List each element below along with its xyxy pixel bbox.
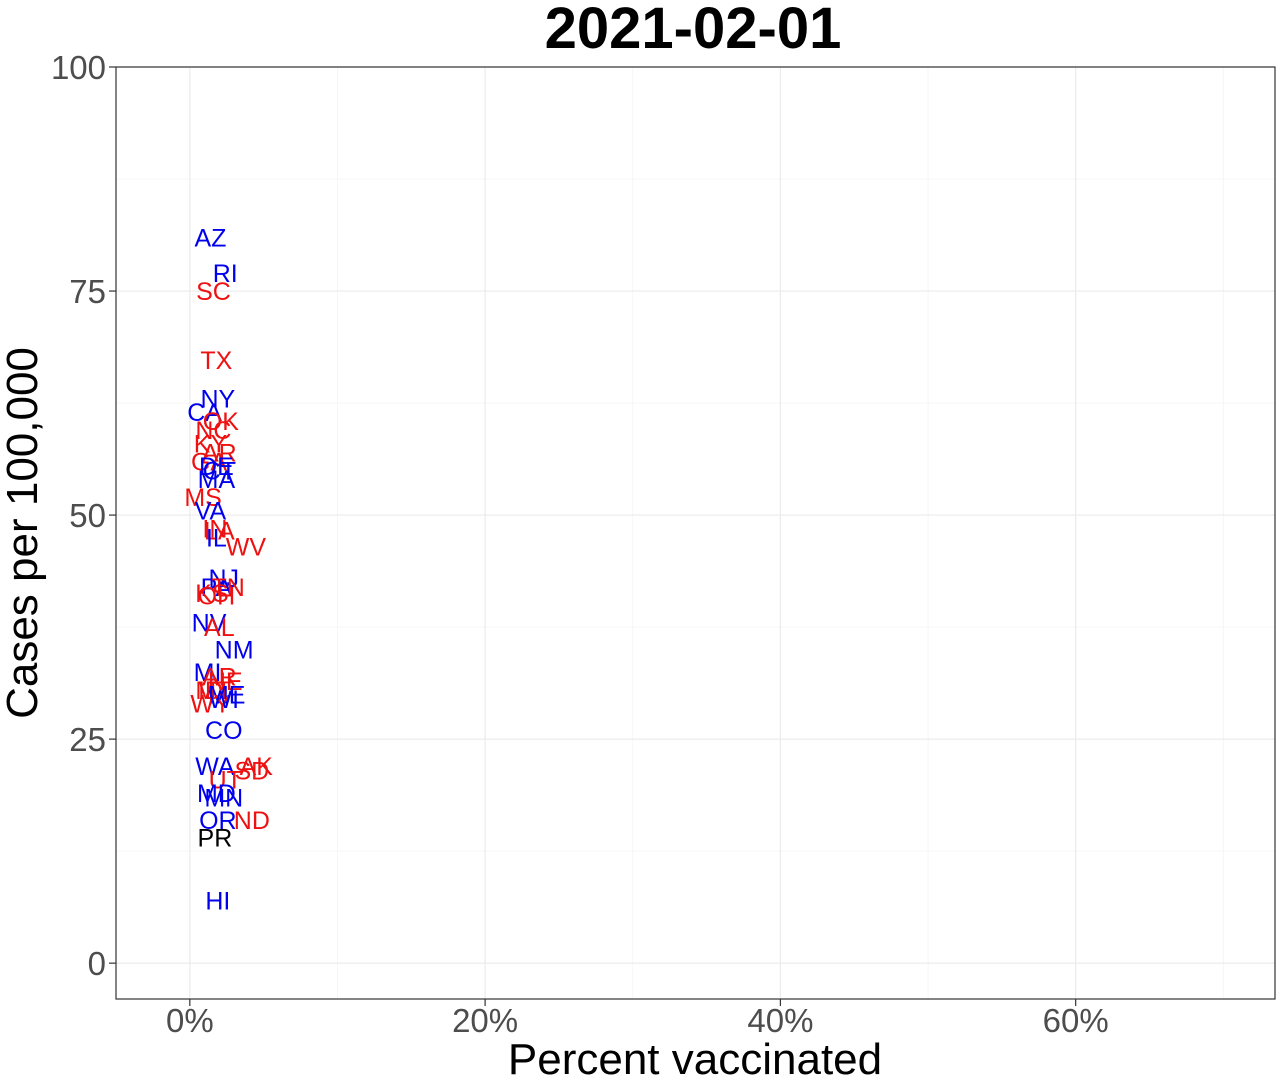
point-label-va: VA (195, 498, 227, 526)
point-label-ar: AR (202, 439, 237, 467)
point-label-oh: OH (198, 583, 236, 611)
point-label-hi: HI (205, 887, 230, 915)
y-tick-label: 100 (51, 49, 106, 86)
grid-lines (116, 66, 1275, 999)
x-tick-label: 0% (166, 1002, 214, 1039)
point-label-nd: ND (234, 807, 270, 835)
point-label-nv: NV (192, 610, 227, 638)
point-label-az: AZ (195, 224, 227, 252)
point-label-sc: SC (196, 278, 231, 306)
plot-frame (115, 66, 1276, 1000)
y-tick-label: 50 (69, 497, 106, 534)
point-label-md: MD (197, 780, 236, 808)
point-label-ny: NY (201, 386, 236, 414)
point-label-ks: KS (195, 580, 228, 608)
point-label-pa: PA (201, 574, 233, 602)
x-tick-label: 40% (747, 1002, 813, 1039)
point-label-mt: MT (195, 677, 231, 705)
point-label-in: IN (202, 516, 227, 544)
y-tick-label: 0 (88, 945, 106, 982)
y-tick-label: 75 (69, 273, 106, 310)
point-label-il: IL (206, 524, 227, 552)
point-label-or: OR (199, 807, 237, 835)
point-label-ne: NE (208, 668, 243, 696)
chart-title: 2021-02-01 (545, 0, 842, 61)
point-label-ms: MS (184, 484, 222, 512)
point-label-id: ID (198, 677, 223, 705)
point-label-wv: WV (226, 533, 267, 561)
point-label-la: LA (204, 517, 235, 545)
point-label-al: AL (204, 614, 235, 642)
point-label-ok: OK (203, 408, 239, 436)
point-label-ma: MA (198, 466, 236, 494)
point-label-ak: AK (240, 753, 274, 781)
point-label-ca: CA (187, 399, 222, 427)
point-label-wy: WY (190, 690, 231, 718)
point-label-de: DE (199, 453, 234, 481)
point-label-wa: WA (195, 753, 235, 781)
x-axis-ticks: 0% 20% 40% 60% (166, 999, 1109, 1039)
y-tick-label: 25 (69, 721, 106, 758)
point-label-pr: PR (198, 825, 233, 853)
point-label-mi: MI (194, 659, 222, 687)
point-label-ut: UT (209, 766, 242, 794)
point-label-tx: TX (200, 347, 232, 375)
point-label-ga: GA (191, 448, 227, 476)
point-label-ct: CT (203, 457, 236, 485)
x-axis-title: Percent vaccinated (508, 1035, 882, 1084)
point-label-me: ME (208, 681, 246, 709)
data-points: AZRISCTXNYCAOKNCKYARGADECTMAMSVAINLAILWV… (184, 224, 273, 915)
point-label-ky: KY (194, 430, 228, 458)
point-label-ar2: AR (202, 663, 237, 691)
point-label-ri: RI (213, 260, 238, 288)
point-label-nj: NJ (208, 565, 239, 593)
point-label-mn: MN (204, 784, 243, 812)
y-axis-ticks: 0 25 50 75 100 (51, 49, 116, 982)
y-axis-title: Cases per 100,000 (0, 347, 47, 719)
point-label-sd: SD (234, 757, 269, 785)
x-tick-label: 20% (452, 1002, 518, 1039)
point-label-tn: TN (212, 574, 245, 602)
x-tick-label: 60% (1043, 1002, 1109, 1039)
point-label-co: CO (205, 717, 243, 745)
point-label-nc: NC (195, 417, 231, 445)
point-label-wi: WI (209, 686, 240, 714)
point-label-nm: NM (215, 637, 254, 665)
